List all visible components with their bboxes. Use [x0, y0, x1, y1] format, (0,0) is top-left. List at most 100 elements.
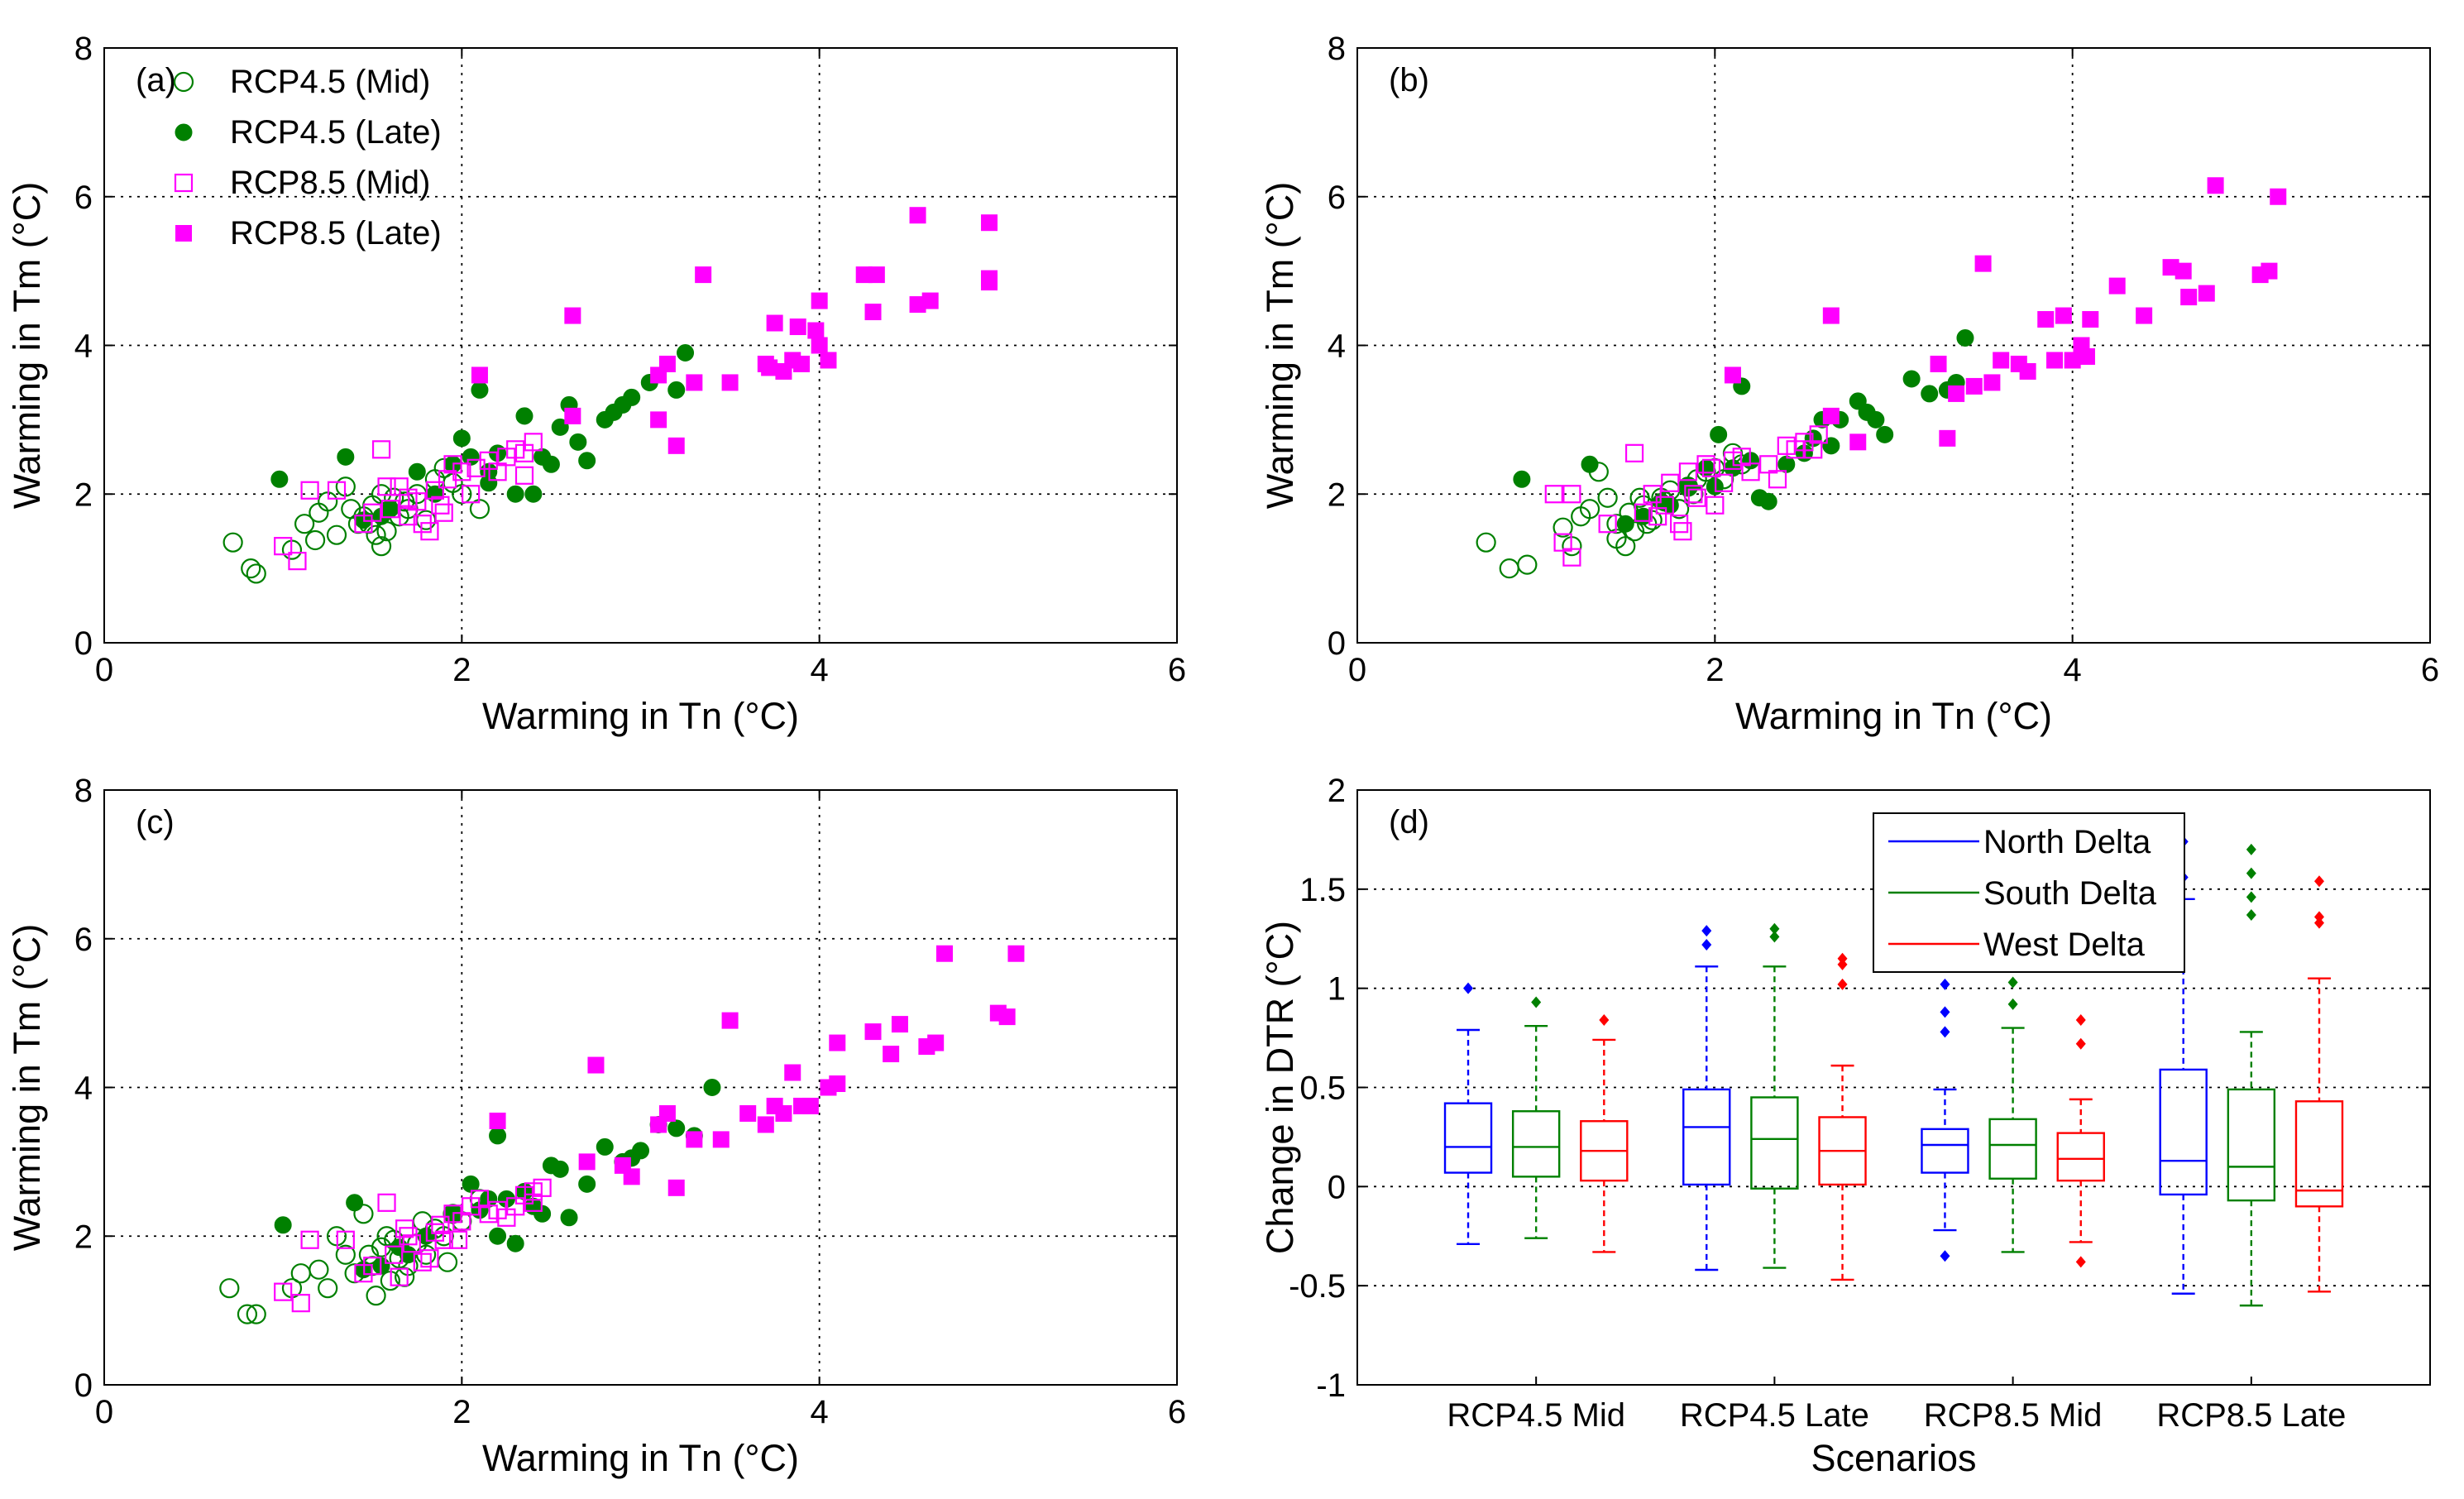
data-point — [327, 481, 347, 500]
data-point — [1616, 515, 1634, 533]
box-outlier — [1940, 1026, 1950, 1038]
box-outlier — [2246, 843, 2256, 855]
box-outlier — [2246, 908, 2256, 921]
data-point — [377, 1193, 396, 1212]
box-iqr — [2227, 1088, 2276, 1202]
data-point — [1579, 499, 1600, 520]
data-point — [363, 503, 382, 522]
legend-label: South Delta — [1983, 875, 2157, 912]
data-point — [246, 563, 266, 584]
y-tick-label: 4 — [74, 1070, 93, 1107]
data-point — [380, 500, 400, 519]
data-point — [1921, 385, 1939, 403]
data-point — [891, 1016, 908, 1033]
y-tick-label: -1 — [1316, 1367, 1346, 1404]
data-point — [1513, 470, 1531, 488]
data-point — [274, 1216, 292, 1234]
data-point — [801, 1097, 819, 1114]
box-iqr — [1921, 1128, 1969, 1174]
box-outlier — [1599, 1014, 1610, 1027]
data-point — [1939, 429, 1956, 447]
data-point — [1696, 455, 1715, 474]
data-point — [2064, 352, 2081, 369]
data-point — [820, 352, 837, 369]
data-point — [935, 945, 953, 962]
data-point — [1678, 462, 1698, 481]
data-point — [667, 1179, 685, 1196]
y-axis-label: Warming in Tm (°C) — [6, 924, 48, 1252]
data-point — [506, 485, 524, 503]
box-iqr — [1682, 1088, 1731, 1186]
data-point — [466, 458, 486, 477]
data-point — [175, 123, 193, 141]
y-tick-label: 8 — [1328, 31, 1346, 67]
data-point — [514, 466, 534, 485]
y-tick-label: 2 — [1328, 477, 1346, 513]
data-point — [291, 1294, 310, 1313]
data-point — [686, 1131, 703, 1148]
data-point — [425, 1223, 445, 1242]
data-point — [175, 225, 192, 242]
scatter-panel-a: 0 2 4 6 8 Warming in Tm (°C) (a) 0 2 4 6 Warming in… — [6, 31, 1186, 737]
category-label: RCP8.5 Mid — [1924, 1397, 2103, 1434]
series-rcp8-5-late- — [1724, 177, 2287, 451]
data-point — [829, 1075, 846, 1093]
data-point — [489, 1112, 506, 1129]
box-outlier — [1940, 1250, 1950, 1262]
box-outlier — [1531, 996, 1542, 1008]
data-point — [304, 529, 326, 551]
data-point — [1562, 485, 1581, 504]
data-point — [2037, 311, 2055, 328]
data-point — [578, 1175, 596, 1193]
data-point — [2078, 347, 2095, 365]
data-point — [695, 266, 712, 284]
data-point — [883, 1046, 900, 1063]
data-point — [1597, 487, 1618, 508]
data-point — [470, 1190, 490, 1209]
data-point — [2136, 307, 2153, 324]
data-point — [1822, 437, 1840, 455]
x-tick-label: 2 — [1706, 652, 1724, 688]
box-outlier — [1701, 925, 1712, 937]
series-rcp8-5-late- — [489, 945, 1025, 1196]
data-point — [274, 537, 293, 556]
data-point — [864, 1023, 882, 1041]
data-point — [489, 1227, 507, 1245]
data-point — [775, 1104, 792, 1122]
panel-label: (b) — [1389, 62, 1429, 98]
data-point — [1715, 473, 1734, 492]
data-point — [1902, 370, 1921, 388]
box-iqr — [1988, 1118, 2037, 1180]
legend-label: RCP8.5 (Mid) — [230, 165, 430, 201]
data-point — [471, 366, 488, 384]
data-point — [413, 1252, 432, 1272]
box-outlier — [2313, 917, 2324, 929]
x-tick-label: 2 — [452, 652, 471, 688]
box-outlier — [1837, 978, 1848, 990]
legend: RCP4.5 (Mid) RCP4.5 (Late) RCP8.5 (Mid) RCP… — [173, 64, 442, 251]
data-point — [390, 1267, 409, 1286]
legend-label: West Delta — [1983, 927, 2146, 963]
data-point — [420, 522, 439, 541]
x-tick-label: 6 — [1168, 652, 1186, 688]
series-west-delta — [1580, 875, 2344, 1293]
data-point — [578, 452, 596, 470]
boxplot-panel-d: -1 -0.5 0 0.5 1 1.5 2 Change in DTR (°C) (d) RCP4… — [1259, 773, 2431, 1479]
data-point — [489, 1127, 507, 1145]
data-point — [2108, 277, 2126, 295]
data-point — [300, 481, 319, 500]
data-point — [793, 355, 811, 372]
data-point — [366, 524, 386, 545]
data-point — [667, 1119, 686, 1137]
data-point — [1629, 487, 1650, 508]
box-outlier — [1769, 931, 1780, 943]
data-point — [1673, 522, 1692, 541]
box-iqr — [2294, 1100, 2344, 1208]
data-point — [246, 1304, 266, 1324]
box-outlier — [1463, 982, 1474, 994]
data-point — [632, 1142, 649, 1160]
box-outlier — [2007, 976, 2018, 989]
data-point — [363, 1257, 382, 1276]
data-point — [864, 304, 882, 321]
